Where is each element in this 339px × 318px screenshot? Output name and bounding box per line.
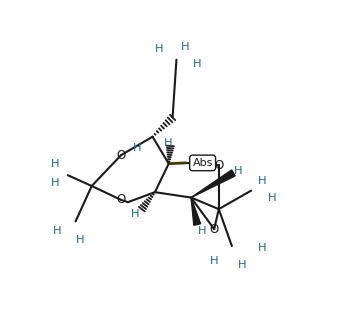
Polygon shape [191,170,235,197]
Text: H: H [131,209,140,219]
Text: H: H [234,166,242,176]
Text: O: O [116,149,126,162]
Text: Abs: Abs [193,158,213,168]
Text: H: H [76,235,84,245]
Text: H: H [181,42,190,52]
Text: H: H [258,243,267,252]
Text: H: H [133,143,141,153]
Text: H: H [258,176,267,186]
Text: H: H [193,59,201,69]
Text: O: O [210,223,219,236]
Text: H: H [51,159,59,169]
Text: H: H [154,44,163,54]
Text: H: H [238,260,246,270]
Text: H: H [198,226,207,236]
Polygon shape [191,197,201,225]
Text: H: H [210,256,218,266]
Text: O: O [214,159,223,172]
Text: O: O [116,193,126,206]
Text: H: H [164,138,172,148]
Text: H: H [268,193,277,203]
Text: H: H [53,226,61,236]
Text: H: H [51,178,59,188]
